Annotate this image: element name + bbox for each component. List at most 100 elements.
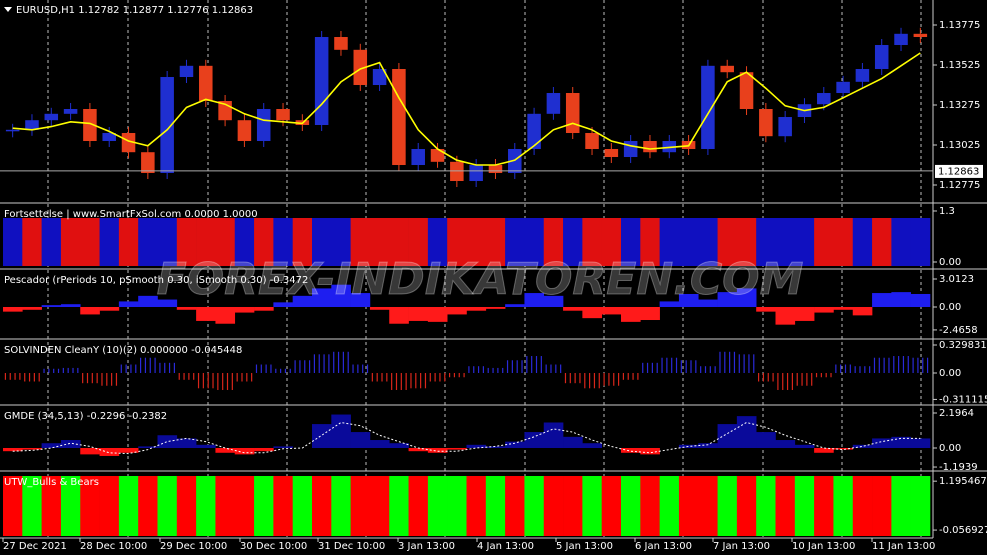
state-bar: [833, 476, 854, 536]
histogram-bar: [910, 438, 931, 449]
histogram-bar: [543, 295, 564, 307]
candle: [411, 149, 425, 166]
state-bar: [910, 476, 931, 536]
state-bar: [543, 218, 564, 266]
state-bar: [678, 218, 699, 266]
state-bar: [698, 218, 718, 266]
candle: [199, 65, 213, 102]
state-bar: [485, 218, 506, 266]
candle: [855, 69, 870, 82]
candle: [276, 109, 290, 121]
state-bar: [833, 218, 854, 266]
state-bar: [196, 218, 216, 266]
state-bar: [215, 218, 236, 266]
state-bar: [312, 476, 332, 536]
histogram-bar: [99, 306, 120, 311]
y-tick-label: 1.13025: [939, 140, 980, 151]
watermark: FOREX-INDIKATOREN.COM: [157, 254, 804, 305]
histogram-bar: [3, 306, 23, 312]
histogram-bar: [794, 306, 815, 321]
histogram-bar: [254, 306, 274, 311]
state-bar: [736, 218, 757, 266]
y-tick-label: 1.195467: [939, 476, 987, 487]
x-tick-label: 3 Jan 13:00: [398, 541, 455, 552]
histogram-bar: [621, 306, 641, 322]
state-bar: [60, 218, 81, 266]
histogram-bar: [215, 306, 236, 324]
y-tick-label: 1.13775: [939, 20, 980, 31]
state-bar: [176, 218, 197, 266]
state-bar: [118, 218, 139, 266]
histogram-bar: [80, 306, 100, 315]
histogram-bar: [736, 288, 757, 307]
candle: [353, 49, 368, 86]
state-bar: [447, 218, 467, 266]
state-bar: [814, 218, 834, 266]
histogram-bar: [22, 306, 42, 310]
candle: [334, 37, 348, 50]
state-bar: [427, 218, 448, 266]
state-bar: [234, 476, 255, 536]
state-bar: [466, 476, 487, 536]
state-bar: [563, 476, 583, 536]
histogram-bar: [717, 292, 738, 307]
histogram-bar: [138, 295, 158, 307]
state-bar: [775, 218, 796, 266]
panel: 2.1964 0.00 -1.1939 GMDE (34,5,13) -0.2296 …: [0, 404, 987, 473]
candle: [141, 152, 155, 174]
y-tick-label: 3.0123: [939, 274, 974, 285]
state-bar: [369, 218, 390, 266]
histogram-bar: [331, 284, 351, 307]
histogram-bar: [408, 306, 429, 321]
candle: [739, 72, 754, 110]
histogram-bar: [852, 306, 873, 316]
state-bar: [717, 476, 738, 536]
candle: [546, 93, 561, 114]
candle: [643, 141, 657, 153]
candle: [63, 109, 78, 114]
state-bar: [389, 218, 409, 266]
state-bar: [427, 476, 448, 536]
x-tick-label: 5 Jan 13:00: [556, 541, 613, 552]
y-tick-label: 0.00: [939, 368, 961, 379]
x-tick-label: 30 Dec 10:00: [240, 541, 307, 552]
y-tick-label: 1.13525: [939, 60, 980, 71]
state-bar: [466, 218, 487, 266]
histogram-bar: [775, 440, 796, 449]
state-bar: [563, 218, 583, 266]
state-bar: [582, 218, 602, 266]
state-bar: [254, 218, 274, 266]
x-tick-label: 10 Jan 13:00: [792, 541, 855, 552]
histogram-bar: [698, 443, 718, 449]
histogram-bar: [389, 306, 409, 324]
panel-label: EURUSD,H1 1.12782 1.12877 1.12776 1.1286…: [16, 5, 253, 16]
state-bar: [447, 476, 467, 536]
panel: 1.195467 -0.056927 UTW_Bulls & Bears: [0, 470, 987, 536]
histogram-bar: [621, 448, 641, 453]
state-bar: [852, 218, 873, 266]
state-bar: [775, 476, 796, 536]
state-bar: [292, 476, 313, 536]
histogram-bar: [138, 446, 158, 449]
state-bar: [408, 218, 429, 266]
state-bar: [814, 476, 834, 536]
histogram-bar: [447, 306, 467, 315]
panel-label: SOLVINDEN CleanY (10)(2) 0.000000 -0.045…: [4, 345, 242, 356]
state-bar: [215, 476, 236, 536]
y-tick-label: 0.329831: [939, 340, 987, 351]
y-tick-label: 1.13275: [939, 100, 980, 111]
x-tick-label: 11 Jan 13:00: [872, 541, 935, 552]
histogram-bar: [736, 416, 757, 449]
state-bar: [350, 476, 371, 536]
state-bar: [794, 218, 815, 266]
histogram-bar: [176, 306, 197, 310]
histogram-bar: [60, 304, 81, 307]
state-bar: [118, 476, 139, 536]
histogram-bar: [833, 448, 854, 450]
histogram-bar: [176, 438, 197, 449]
candle: [894, 33, 908, 46]
panel: 1.3 0.00 Fortsettelse | www.SmartFxSol.com…: [0, 202, 987, 268]
histogram-bar: [678, 444, 699, 449]
state-bar: [601, 218, 622, 266]
